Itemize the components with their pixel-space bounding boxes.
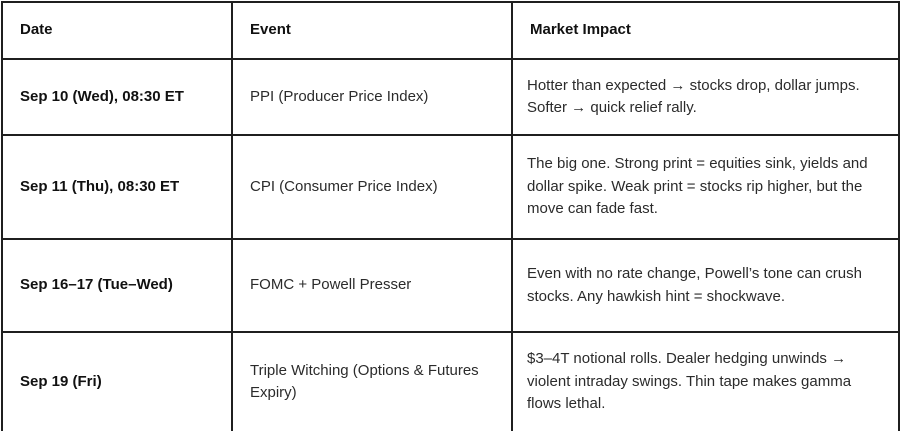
- column-header-date: Date: [1, 1, 233, 60]
- impact-cell: Hotter than expected → stocks drop, doll…: [511, 58, 900, 136]
- column-header-impact: Market Impact: [511, 1, 900, 60]
- date-cell: Sep 10 (Wed), 08:30 ET: [1, 58, 233, 136]
- event-cell: CPI (Consumer Price Index): [231, 134, 513, 240]
- event-cell: Triple Witching (Options & Futures Expir…: [231, 331, 513, 431]
- table-row: Sep 19 (Fri) Triple Witching (Options & …: [1, 331, 900, 431]
- table-header-row: Date Event Market Impact: [1, 1, 900, 60]
- date-cell: Sep 11 (Thu), 08:30 ET: [1, 134, 233, 240]
- table-row: Sep 16–17 (Tue–Wed) FOMC + Powell Presse…: [1, 238, 900, 333]
- table-row: Sep 11 (Thu), 08:30 ET CPI (Consumer Pri…: [1, 134, 900, 240]
- event-cell: FOMC + Powell Presser: [231, 238, 513, 333]
- date-cell: Sep 16–17 (Tue–Wed): [1, 238, 233, 333]
- event-cell: PPI (Producer Price Index): [231, 58, 513, 136]
- date-cell: Sep 19 (Fri): [1, 331, 233, 431]
- impact-cell: $3–4T notional rolls. Dealer hedging unw…: [511, 331, 900, 431]
- table-row: Sep 10 (Wed), 08:30 ET PPI (Producer Pri…: [1, 58, 900, 136]
- impact-cell: Even with no rate change, Powell’s tone …: [511, 238, 900, 333]
- impact-cell: The big one. Strong print = equities sin…: [511, 134, 900, 240]
- column-header-event: Event: [231, 1, 513, 60]
